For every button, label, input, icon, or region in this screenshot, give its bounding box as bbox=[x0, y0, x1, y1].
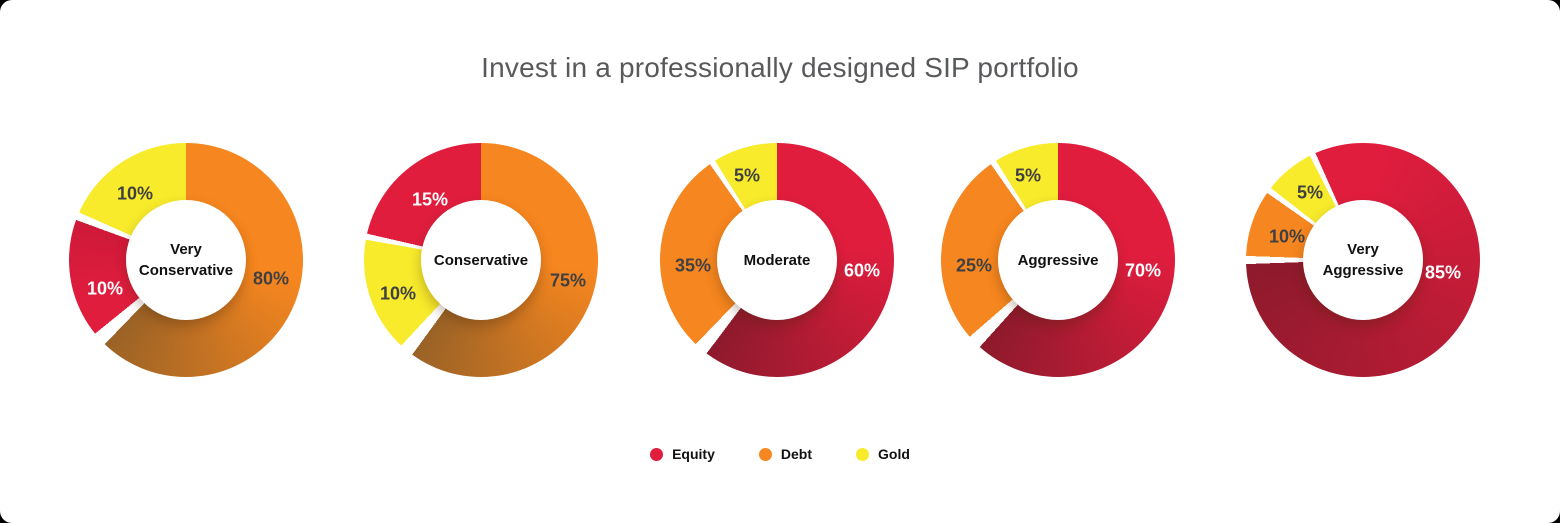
segment-label-debt: 25% bbox=[955, 255, 993, 276]
donut-chart-very-conservative: Very Conservative 80% 10% 10% bbox=[69, 143, 303, 377]
risk-profile-label: Moderate bbox=[743, 251, 811, 269]
donut-chart-moderate: Moderate 60% 35% 5% bbox=[660, 143, 894, 377]
donut-center: Conservative bbox=[421, 200, 541, 320]
risk-profile-label: Aggressive bbox=[1322, 262, 1404, 279]
legend-label-gold: Gold bbox=[878, 446, 910, 462]
legend-item-equity: Equity bbox=[650, 446, 715, 462]
segment-label-equity: 60% bbox=[843, 260, 881, 281]
risk-profile-label: Aggressive bbox=[1017, 251, 1099, 269]
segment-label-equity: 10% bbox=[86, 278, 124, 299]
segment-label-debt: 35% bbox=[674, 255, 712, 276]
segment-label-gold: 10% bbox=[116, 183, 154, 204]
donut-center: Very Aggressive bbox=[1303, 200, 1423, 320]
asset-legend: Equity Debt Gold bbox=[0, 446, 1560, 462]
risk-profile-label: Very bbox=[1347, 241, 1379, 258]
segment-label-debt: 10% bbox=[1268, 226, 1306, 247]
segment-label-equity: 15% bbox=[411, 189, 449, 210]
donut-center: Very Conservative bbox=[126, 200, 246, 320]
legend-item-gold: Gold bbox=[856, 446, 910, 462]
donut-center: Aggressive bbox=[998, 200, 1118, 320]
legend-label-equity: Equity bbox=[672, 446, 715, 462]
segment-label-equity: 85% bbox=[1424, 262, 1462, 283]
donut-chart-aggressive: Aggressive 70% 25% 5% bbox=[941, 143, 1175, 377]
risk-profile-label: Conservative bbox=[138, 262, 234, 279]
segment-label-debt: 80% bbox=[252, 268, 290, 289]
segment-label-gold: 5% bbox=[733, 165, 761, 186]
donut-chart-very-aggressive: Very Aggressive 85% 10% 5% bbox=[1246, 143, 1480, 377]
segment-label-equity: 70% bbox=[1124, 260, 1162, 281]
segment-label-gold: 5% bbox=[1014, 165, 1042, 186]
segment-label-gold: 5% bbox=[1296, 182, 1324, 203]
donut-center: Moderate bbox=[717, 200, 837, 320]
segment-label-debt: 75% bbox=[549, 270, 587, 291]
page-title: Invest in a professionally designed SIP … bbox=[481, 52, 1079, 83]
equity-dot-icon bbox=[650, 447, 664, 461]
segment-label-gold: 10% bbox=[379, 283, 417, 304]
donut-chart-conservative: Conservative 75% 10% 15% bbox=[364, 143, 598, 377]
gold-dot-icon bbox=[856, 447, 869, 461]
risk-profile-label: Conservative bbox=[433, 251, 529, 269]
legend-item-debt: Debt bbox=[758, 446, 812, 462]
risk-profile-label: Very bbox=[170, 241, 202, 258]
legend-label-debt: Debt bbox=[780, 446, 812, 462]
debt-dot-icon bbox=[758, 447, 772, 461]
